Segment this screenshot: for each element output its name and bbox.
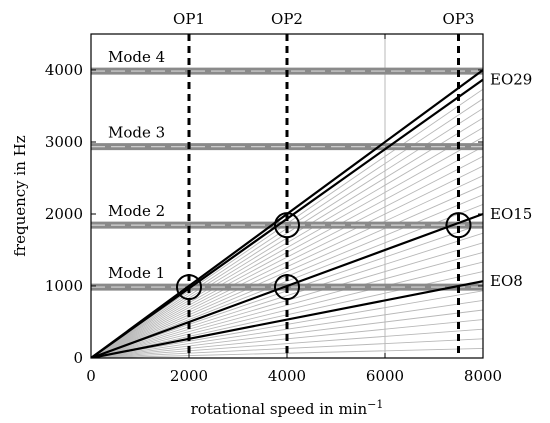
y-tick-label: 3000	[45, 133, 83, 151]
mode-label-3: Mode 3	[108, 124, 165, 142]
x-tick-label: 8000	[464, 367, 502, 385]
resonance-marker-3	[274, 212, 300, 239]
x-tick-label: 2000	[170, 367, 208, 385]
x-axis-label-superscript: −1	[367, 398, 383, 411]
engine-order-line-18	[91, 184, 483, 358]
mode-label-2: Mode 2	[108, 202, 165, 220]
engine-order-label-eo29: EO29	[490, 71, 532, 89]
engine-order-label-eo8: EO8	[490, 272, 523, 290]
resonance-marker-1	[176, 274, 202, 301]
engine-order-line-16	[91, 203, 483, 358]
x-tick-label: 6000	[366, 367, 404, 385]
y-tick-label: 4000	[45, 61, 83, 79]
y-axis-label: frequency in Hz	[11, 135, 29, 256]
engine-order-line-eo8	[91, 280, 483, 358]
mode-label-4: Mode 4	[108, 48, 165, 66]
operating-point-label-op3: OP3	[443, 10, 475, 28]
plot-area	[91, 34, 483, 358]
x-tick-label: 0	[86, 367, 96, 385]
resonance-marker-4	[445, 212, 472, 239]
operating-point-label-op1: OP1	[173, 10, 205, 28]
resonance-marker-2	[274, 274, 300, 301]
y-tick-label: 2000	[45, 205, 83, 223]
engine-order-line-11	[91, 251, 483, 358]
engine-order-line-13	[91, 232, 483, 358]
engine-order-line-23	[91, 136, 483, 358]
x-tick-label: 4000	[268, 367, 306, 385]
y-tick-label: 0	[73, 349, 83, 367]
engine-order-label-eo15: EO15	[490, 205, 532, 223]
mode-label-1: Mode 1	[108, 264, 165, 282]
operating-point-label-op2: OP2	[271, 10, 303, 28]
y-tick-label: 1000	[45, 277, 83, 295]
x-axis-label: rotational speed in min−1	[191, 398, 384, 419]
engine-order-line-21	[91, 155, 483, 358]
engine-order-line-6	[91, 299, 483, 358]
engine-order-line-3	[91, 328, 483, 358]
